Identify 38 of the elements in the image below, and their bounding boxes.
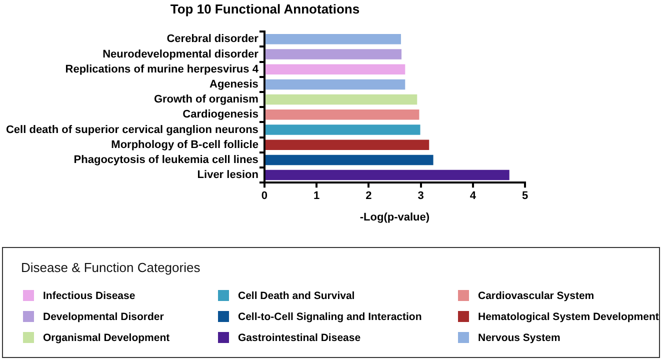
x-tick-label: 4 (470, 190, 477, 202)
x-axis-title: -Log(p-value) (360, 211, 430, 224)
legend-label: Nervous System (478, 332, 560, 344)
y-tick-label: Morphology of B-cell follicle (111, 138, 258, 151)
bar (265, 94, 418, 105)
legend-label: Cell-to-Cell Signaling and Interaction (238, 310, 422, 322)
y-tick-label: Liver lesion (197, 169, 259, 182)
bar (265, 64, 406, 74)
x-tick-label: 2 (366, 190, 372, 202)
y-tick-label: Cerebral disorder (166, 33, 260, 46)
bar (265, 49, 402, 60)
y-tick-label: Cardiogenesis (182, 108, 258, 121)
y-tick-label: Cell death of superior cervical ganglion neurons (6, 124, 258, 136)
y-tick-label: Agenesis (210, 78, 258, 90)
x-tick-label: 5 (522, 190, 528, 202)
y-tick-label: Phagocytosis of leukemia cell lines (74, 154, 258, 166)
legend-label: Hematological System Development (478, 310, 659, 322)
bar (265, 124, 420, 135)
x-tick-label: 1 (313, 190, 320, 202)
bar (265, 34, 401, 44)
legend-title: Disease & Function Categories (21, 260, 200, 275)
y-tick-label: Replications of murine herpesvirus 4 (65, 63, 260, 76)
y-tick-label: Growth of organism (154, 94, 259, 106)
x-tick-label: 3 (418, 190, 424, 202)
bar (265, 170, 510, 180)
bar (265, 110, 420, 120)
legend-label: Gastrointestinal Disease (238, 332, 361, 344)
bar (265, 140, 430, 150)
y-tick-label: Neurodevelopmental disorder (102, 48, 260, 60)
legend-label: Infectious Disease (43, 290, 136, 302)
legend-label: Organismal Development (43, 332, 170, 344)
chart-title: Top 10 Functional Annotations (170, 1, 360, 16)
legend-label: Developmental Disorder (43, 310, 164, 322)
x-tick-label: 0 (261, 190, 268, 202)
bar (265, 79, 406, 90)
legend-label: Cell Death and Survival (238, 290, 355, 302)
bar (265, 154, 434, 166)
legend-label: Cardiovascular System (478, 290, 594, 302)
